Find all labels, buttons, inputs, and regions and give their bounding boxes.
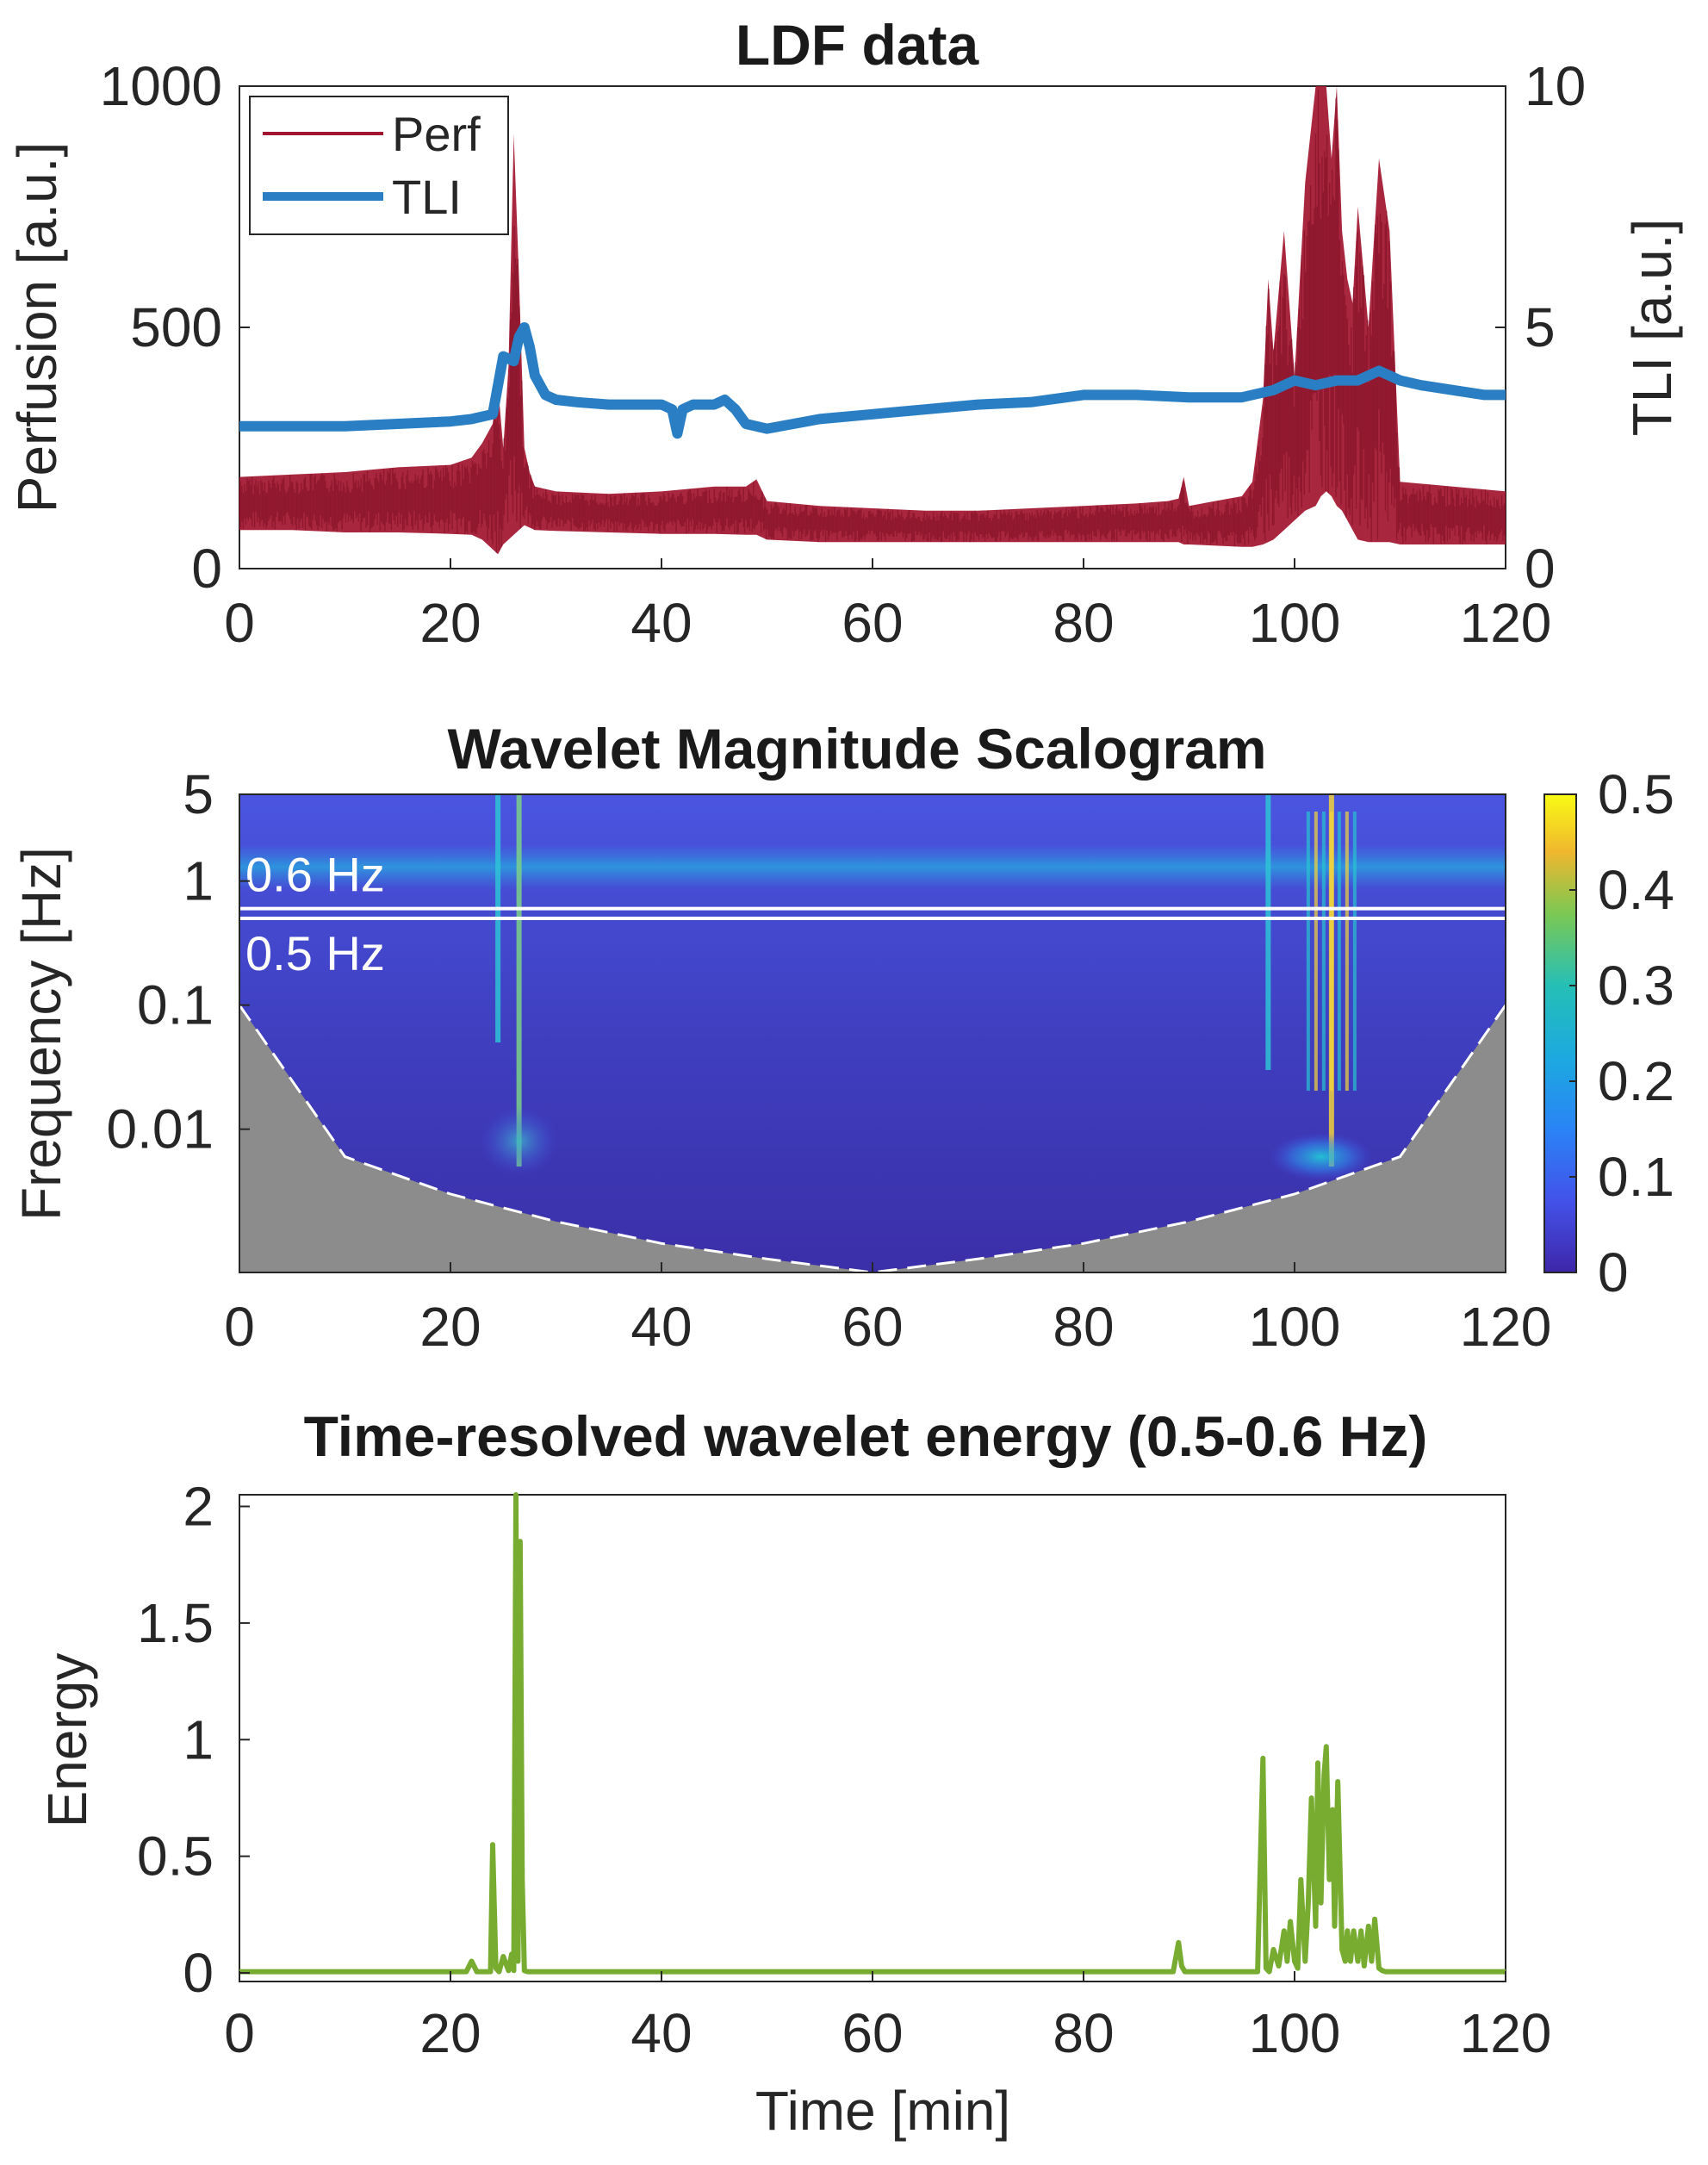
ldf-y-ticks: 0 500 1000	[100, 55, 250, 600]
band-label: 0.6 Hz	[245, 848, 385, 902]
colorbar-tick-label: 0.1	[1598, 1146, 1674, 1208]
x-tick-label: 80	[1053, 592, 1114, 654]
legend-perf-label: Perf	[392, 107, 481, 161]
ldf-y2-ticks: 0 5 10	[1495, 55, 1586, 600]
scalogram-y-ticks: 5 1 0.1 0.01	[106, 763, 250, 1160]
y2-tick-label: 5	[1525, 296, 1556, 358]
y-tick-label: 0.1	[137, 974, 214, 1036]
tli-series-line	[239, 322, 1506, 439]
x-tick-label: 80	[1053, 2002, 1114, 2064]
x-tick-label: 120	[1460, 1296, 1552, 1358]
y-tick-label: 5	[183, 763, 214, 825]
energy-plot-area	[239, 1494, 1506, 1982]
energy-title: Time-resolved wavelet energy (0.5-0.6 Hz…	[304, 1404, 1428, 1468]
ldf-y2label: TLI [a.u.]	[1621, 219, 1683, 437]
x-tick-label: 80	[1053, 1296, 1114, 1358]
x-tick-label: 40	[630, 592, 692, 654]
colorbar	[1543, 793, 1577, 1273]
y-tick-label: 0	[183, 1942, 214, 2004]
ldf-ylabel: Perfusion [a.u.]	[6, 142, 68, 513]
burst-streak	[1352, 812, 1357, 1092]
burst-streak	[1265, 794, 1271, 1070]
colorbar-tick-label: 0.3	[1598, 955, 1674, 1017]
x-tick-label: 60	[842, 1296, 903, 1358]
perf-noise	[239, 90, 1506, 553]
energy-series-line	[239, 1492, 1506, 1975]
x-tick-label: 20	[419, 2002, 481, 2064]
perf-series	[239, 86, 1506, 555]
burst-streak	[1345, 812, 1349, 1092]
scalogram-panel: Wavelet Magnitude Scalogram 0.6 Hz 0.5 Hz…	[10, 717, 1674, 1358]
energy-panel: Time-resolved wavelet energy (0.5-0.6 Hz…	[36, 1404, 1551, 2142]
low-frequency-blob	[480, 1106, 558, 1176]
frequency-band-lines: 0.6 Hz 0.5 Hz	[239, 848, 1506, 980]
y-tick-label: 0.5	[137, 1826, 214, 1888]
x-tick-label: 20	[419, 1296, 481, 1358]
y-tick-label: 0	[191, 538, 222, 600]
cone-of-influence-mask	[239, 1005, 1506, 1272]
legend-box	[249, 96, 509, 235]
x-tick-label: 120	[1460, 2002, 1552, 2064]
colorbar-tick-label: 0.5	[1598, 763, 1674, 825]
x-tick-label: 0	[224, 1296, 255, 1358]
y-tick-label: 500	[130, 296, 222, 358]
x-tick-label: 40	[630, 1296, 692, 1358]
burst-streak	[1337, 812, 1341, 1092]
burst-streak	[516, 794, 522, 1167]
y-tick-label: 1000	[100, 55, 222, 117]
energy-ylabel: Energy	[36, 1653, 98, 1828]
scalogram-title: Wavelet Magnitude Scalogram	[447, 717, 1266, 781]
burst-streak	[1306, 812, 1310, 1092]
burst-streak	[1329, 812, 1333, 1092]
x-tick-label: 20	[419, 592, 481, 654]
burst-streak	[1314, 812, 1318, 1092]
y-tick-label: 2	[183, 1476, 214, 1538]
x-tick-label: 100	[1249, 1296, 1341, 1358]
energy-y-ticks: 0 0.5 1 1.5 2	[137, 1476, 250, 2004]
x-tick-label: 120	[1460, 592, 1552, 654]
ldf-panel: LDF data 0 20 40 60 80 100 120 0 500 1000 0 5 10 P…	[6, 13, 1683, 654]
colorbar-ticks: 0 0.1 0.2 0.3 0.4 0.5	[1569, 763, 1674, 1303]
y-tick-label: 1.5	[137, 1592, 214, 1654]
x-tick-label: 60	[842, 592, 903, 654]
x-tick-label: 0	[224, 2002, 255, 2064]
scalogram-features	[239, 794, 1506, 1181]
energy-x-ticks: 0 20 40 60 80 100 120	[224, 1971, 1551, 2064]
x-tick-label: 100	[1249, 2002, 1341, 2064]
colorbar-tick-label: 0	[1598, 1241, 1629, 1303]
ldf-legend: Perf TLI	[249, 96, 509, 235]
scalogram-ylabel: Frequency [Hz]	[10, 847, 72, 1221]
y-tick-label: 1	[183, 850, 214, 912]
scalogram-x-ticks: 0 20 40 60 80 100 120	[224, 1262, 1551, 1358]
band-label: 0.5 Hz	[245, 926, 385, 980]
legend-tli-label: TLI	[392, 170, 462, 224]
x-tick-label: 60	[842, 2002, 903, 2064]
y2-tick-label: 0	[1525, 538, 1556, 600]
y2-tick-label: 10	[1525, 55, 1586, 117]
heart-rate-band	[239, 844, 1506, 890]
x-tick-label: 40	[630, 2002, 692, 2064]
scalogram-image: 0.6 Hz 0.5 Hz	[239, 794, 1506, 1272]
energy-xlabel: Time [min]	[755, 2080, 1010, 2142]
y-tick-label: 1	[183, 1708, 214, 1770]
y-tick-label: 0.01	[106, 1098, 214, 1160]
x-tick-label: 0	[224, 592, 255, 654]
colorbar-tick-label: 0.4	[1598, 859, 1674, 921]
x-tick-label: 100	[1249, 592, 1341, 654]
burst-streak	[1321, 812, 1326, 1092]
low-frequency-blob	[1269, 1132, 1373, 1181]
colorbar-tick-label: 0.2	[1598, 1050, 1674, 1112]
ldf-x-ticks: 0 20 40 60 80 100 120	[224, 558, 1551, 654]
ldf-title: LDF data	[736, 13, 980, 77]
